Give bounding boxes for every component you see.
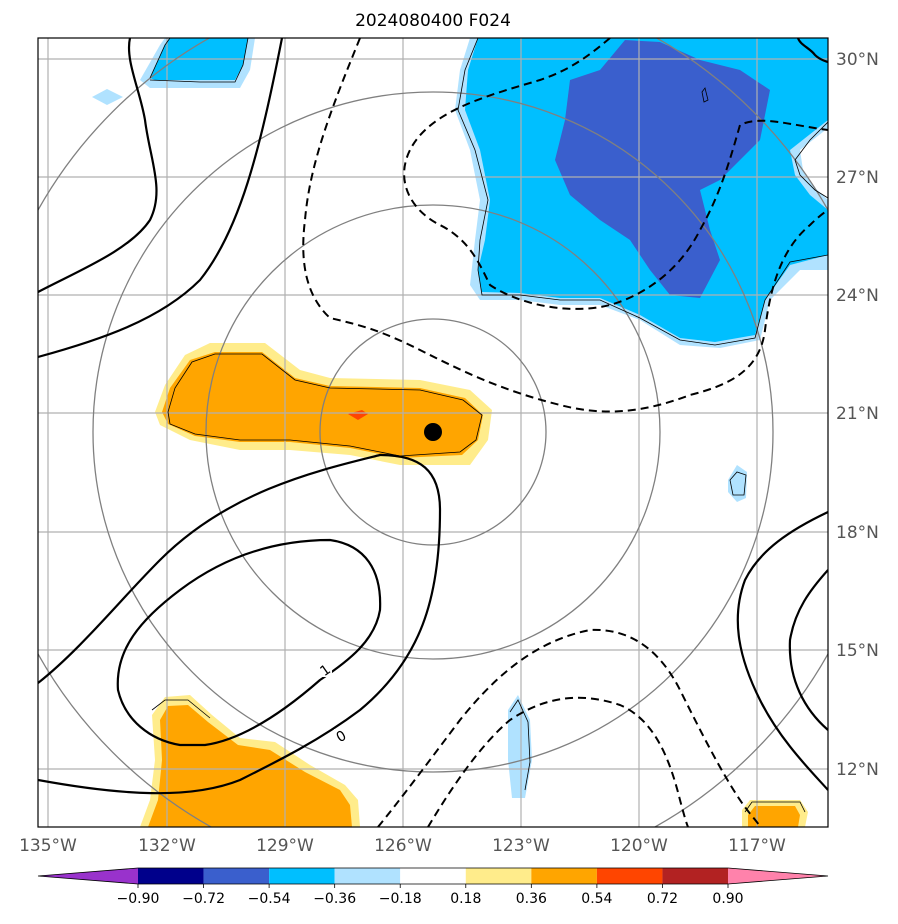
colorbar-tick-label: 0.36 [516,891,547,907]
anomaly-fills [92,38,828,827]
lat-label: 18°N [836,523,879,543]
colorbar-tick-label: 0.54 [581,891,612,907]
colorbar-box [400,868,466,884]
lon-label: 120°W [610,836,668,856]
colorbar-box [465,868,532,884]
lon-label: 123°W [492,836,550,856]
positive-region-sw-mid [148,705,352,827]
positive-region-se-mid [748,806,800,827]
colorbar-tick-label: 0.72 [647,891,678,907]
lat-label: 15°N [836,641,879,661]
map-frame [37,37,829,828]
latitude-labels: 30°N 27°N 24°N 21°N 18°N 15°N 12°N [836,50,879,780]
gridlines [38,38,828,827]
lon-label: 126°W [374,836,432,856]
colorbar-tick-label: −0.36 [313,891,356,907]
lon-label: 129°W [256,836,314,856]
lat-label: 21°N [836,404,879,424]
colorbar-box [596,868,663,884]
lon-label: 117°W [728,836,786,856]
colorbar-box [269,868,335,884]
negative-region-nw-small [92,89,123,105]
colorbar-tick-label: −0.72 [182,891,225,907]
colorbar-box [531,868,597,884]
lat-label: 24°N [836,286,879,306]
colorbar-box [334,868,401,884]
colorbar: −0.90 −0.72 −0.54 −0.36 −0.18 0.18 0.36 0.54 0.7… [37,867,829,907]
figure-title: 2024080400 F024 [355,11,511,31]
range-rings [38,38,828,827]
lat-label: 27°N [836,168,879,188]
colorbar-tick-label: 0.90 [712,891,743,907]
longitude-labels: 135°W 132°W 129°W 126°W 123°W 120°W 117°… [19,836,786,856]
solid-contours [38,38,828,795]
negative-region-ne-strong [555,40,770,298]
lat-label: 12°N [836,760,879,780]
colorbar-tick-label: −0.18 [379,891,422,907]
colorbar-box [203,868,270,884]
colorbar-extend-low [38,868,138,884]
colorbar-extend-high [728,868,828,884]
colorbar-tick-label: 0.18 [450,891,481,907]
fill-outlines [149,38,828,813]
lat-label: 30°N [836,50,879,70]
dashed-contours [302,38,828,827]
lon-label: 135°W [19,836,77,856]
colorbar-tick-label: −0.54 [248,891,291,907]
negative-region-small-south [508,695,532,798]
lon-label: 132°W [138,836,196,856]
negative-region-notch-white [800,128,828,200]
storm-center-marker [424,423,442,441]
map-area: 1 0 [38,38,828,827]
colorbar-box [138,868,204,884]
contour-labels: 1 0 [317,662,349,746]
colorbar-box [662,868,728,884]
colorbar-tick-label: −0.90 [117,891,160,907]
